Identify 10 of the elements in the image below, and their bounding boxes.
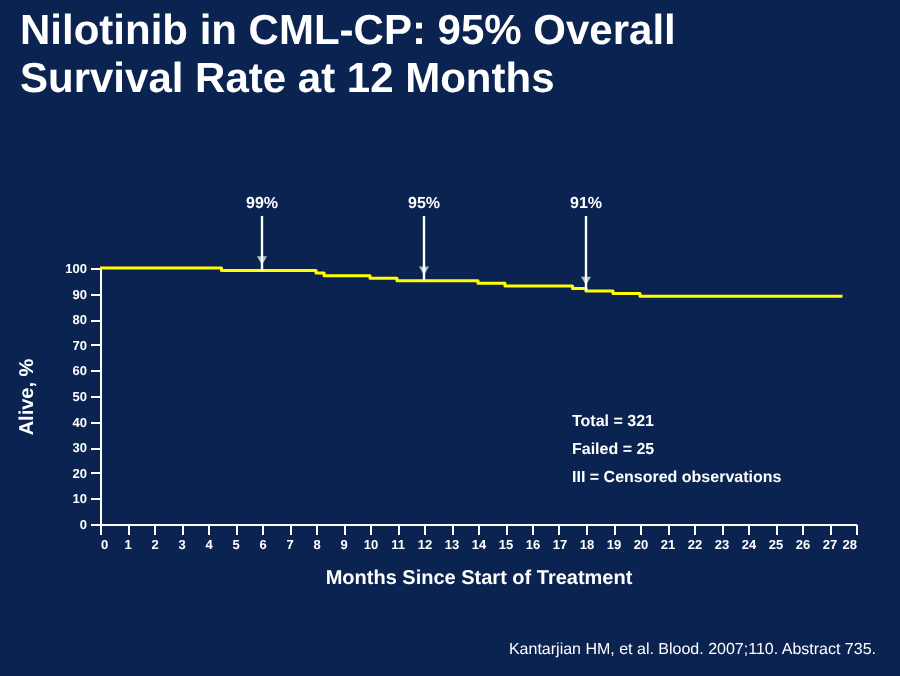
annotation: 91% xyxy=(569,194,603,212)
chart-title: Nilotinib in CML-CP: 95% Overall Survival Rate at 12 Months xyxy=(20,8,678,104)
y-axis-title: Alive, % xyxy=(17,358,40,436)
annotation: III = Censored observations xyxy=(572,468,782,486)
annotation: 95% xyxy=(407,194,441,212)
annotation: Failed = 25 xyxy=(572,440,655,458)
annotation: 99% xyxy=(245,194,279,212)
x-axis-title: Months Since Start of Treatment xyxy=(325,568,634,590)
annotation: Total = 321 xyxy=(572,412,654,430)
text: Kantarjian HM, et al. Blood. 2007;110. Abstract 735. xyxy=(508,640,876,658)
